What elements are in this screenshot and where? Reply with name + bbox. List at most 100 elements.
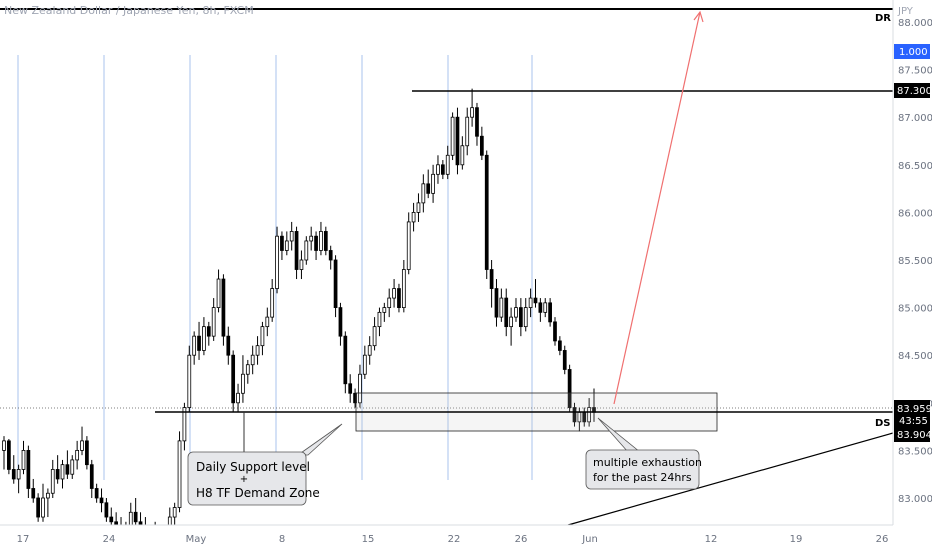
candle-bear[interactable] — [338, 307, 343, 337]
candle-bull[interactable] — [216, 278, 221, 309]
candle-bear[interactable] — [533, 297, 538, 304]
candle-bear[interactable] — [133, 511, 138, 523]
candle-bear[interactable] — [538, 302, 543, 313]
candle-bull[interactable] — [401, 269, 406, 308]
candle-bull[interactable] — [289, 231, 294, 242]
candle-bull[interactable] — [270, 288, 275, 318]
candle-bull[interactable] — [543, 302, 548, 313]
candle-bull[interactable] — [304, 240, 309, 261]
candle-bull[interactable] — [523, 307, 528, 328]
candle-bear[interactable] — [26, 449, 31, 489]
candle-bull[interactable] — [46, 492, 50, 499]
candle-bull[interactable] — [250, 354, 255, 366]
candle-bear[interactable] — [314, 235, 318, 251]
candle-bull[interactable] — [41, 497, 45, 518]
candle-bear[interactable] — [226, 335, 231, 356]
candle-bull[interactable] — [377, 311, 382, 328]
candle-bear[interactable] — [55, 469, 60, 480]
candle-bear[interactable] — [294, 231, 299, 270]
candle-bull[interactable] — [21, 449, 26, 470]
candle-bull[interactable] — [465, 116, 470, 147]
candle-bear[interactable] — [333, 259, 338, 308]
callout-support[interactable]: Daily Support level + H8 TF Demand Zone — [187, 412, 343, 506]
candle-bear[interactable] — [562, 350, 567, 370]
candle-bull[interactable] — [382, 307, 387, 313]
candle-bear[interactable] — [455, 116, 460, 166]
candle-bull[interactable] — [309, 235, 314, 242]
candle-bear[interactable] — [397, 288, 401, 308]
candle-bull[interactable] — [445, 154, 450, 175]
candle-bear[interactable] — [280, 235, 284, 251]
candle-bull[interactable] — [241, 373, 245, 394]
candle-bull[interactable] — [372, 326, 377, 347]
candle-bull[interactable] — [436, 164, 440, 175]
candle-bear[interactable] — [348, 383, 353, 394]
candle-bull[interactable] — [460, 145, 465, 166]
candle-bull[interactable] — [450, 116, 455, 156]
candle-bear[interactable] — [89, 464, 94, 489]
candle-bear[interactable] — [353, 392, 357, 404]
candle-bull[interactable] — [172, 507, 177, 518]
candle-bull[interactable] — [265, 316, 270, 328]
candle-bull[interactable] — [284, 240, 289, 251]
candle-bull[interactable] — [358, 373, 362, 404]
candle-bear[interactable] — [572, 407, 577, 423]
plot-area[interactable] — [0, 0, 893, 525]
candle-bull[interactable] — [2, 440, 6, 451]
candle-bull[interactable] — [187, 354, 192, 408]
candle-bear[interactable] — [206, 326, 211, 337]
candle-bear[interactable] — [36, 497, 40, 518]
time-axis[interactable]: 17 24 May 8 15 22 26 Jun 12 19 26 — [0, 524, 893, 550]
candle-bear[interactable] — [7, 440, 11, 470]
candle-bear[interactable] — [548, 302, 552, 323]
candle-bull[interactable] — [245, 364, 250, 375]
candle-bull[interactable] — [211, 307, 216, 337]
candle-bull[interactable] — [367, 345, 372, 356]
candle-bear[interactable] — [65, 464, 70, 475]
candle-bear[interactable] — [11, 469, 16, 480]
symbol-title[interactable]: New Zealand Dollar / Japanese Yen, 8h, F… — [4, 4, 254, 17]
candle-bear[interactable] — [328, 250, 333, 261]
candle-bull[interactable] — [587, 407, 591, 423]
candle-bear[interactable] — [553, 321, 557, 342]
candle-bull[interactable] — [392, 288, 396, 299]
candle-bull[interactable] — [431, 173, 435, 194]
candle-bull[interactable] — [411, 211, 416, 223]
candle-bull[interactable] — [470, 107, 474, 118]
candle-bear[interactable] — [231, 354, 236, 404]
candle-bull[interactable] — [70, 459, 75, 475]
trendline[interactable] — [567, 432, 894, 526]
candle-bear[interactable] — [567, 369, 572, 408]
candle-bull[interactable] — [416, 202, 421, 213]
callout-exhaustion[interactable]: multiple exhaustion for the past 24hrs — [585, 417, 702, 490]
candle-bear[interactable] — [323, 231, 328, 251]
candle-bull[interactable] — [509, 316, 513, 328]
candle-bear[interactable] — [479, 135, 484, 156]
candle-bear[interactable] — [99, 497, 104, 504]
candle-bull[interactable] — [177, 440, 182, 508]
candle-bear[interactable] — [31, 488, 36, 499]
candle-bear[interactable] — [94, 488, 99, 499]
candle-bear[interactable] — [221, 278, 226, 337]
candle-bear[interactable] — [343, 335, 348, 385]
candle-bull[interactable] — [60, 464, 65, 480]
candle-bear[interactable] — [104, 502, 109, 518]
candle-bull[interactable] — [362, 354, 367, 375]
candle-bear[interactable] — [475, 107, 479, 137]
candle-bull[interactable] — [75, 449, 80, 461]
candle-bull[interactable] — [299, 259, 304, 270]
candle-bull[interactable] — [387, 297, 392, 308]
candle-bear[interactable] — [85, 440, 89, 466]
candle-bull[interactable] — [319, 231, 323, 251]
candle-bear[interactable] — [426, 183, 431, 194]
candle-bull[interactable] — [275, 235, 279, 289]
candle-bear[interactable] — [518, 307, 523, 328]
candle-bear[interactable] — [197, 335, 201, 351]
price-axis[interactable]: JPY 88.000 87.500 87.000 86.500 86.000 85.500… — [892, 0, 932, 550]
candle-bull[interactable] — [514, 307, 518, 318]
candle-bull[interactable] — [406, 221, 411, 270]
candle-bull[interactable] — [192, 335, 197, 356]
scale-tag[interactable] — [894, 44, 930, 59]
candle-bull[interactable] — [499, 297, 504, 318]
